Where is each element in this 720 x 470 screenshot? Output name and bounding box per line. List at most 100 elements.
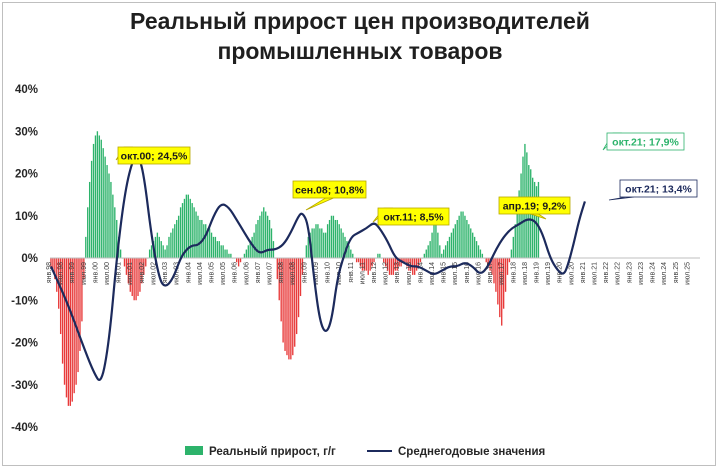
bar [324,232,327,258]
average-line [49,155,586,381]
bar [355,258,358,263]
bar [205,224,207,258]
bar [216,241,219,258]
bar [125,258,128,275]
bar [249,241,251,258]
chart-title: Реальный прирост цен производителей пром… [0,6,720,66]
bar [239,258,242,263]
bar [317,224,319,258]
bar [168,236,170,258]
bar [162,245,164,258]
x-tick-label: июл.06 [243,262,250,285]
bar [439,245,441,258]
bar [396,258,398,271]
x-tick-label: янв.99 [69,262,76,283]
bar [119,249,122,258]
bar [373,258,375,263]
x-tick-label: янв.01 [116,262,123,283]
bar [516,207,518,258]
bar [504,258,507,292]
bar [383,258,385,263]
bar [487,258,489,267]
bar [462,211,464,258]
bar [88,181,91,258]
x-tick-label: янв.09 [301,262,308,283]
bar [193,207,195,258]
x-tick-label: янв.13 [394,262,401,283]
bar [56,258,58,292]
bar [379,253,381,258]
x-tick-label: янв.08 [278,262,285,283]
bar [508,258,511,263]
x-tick-label: янв.21 [580,262,587,283]
bar [282,258,284,343]
bar [156,232,159,258]
bar [332,215,335,258]
bar [183,198,186,258]
bar [137,258,139,297]
bar [402,258,404,263]
y-tick-label: -10% [11,295,38,307]
bar [425,249,427,258]
bar [185,194,188,258]
bar [222,245,224,258]
bar [65,258,68,398]
legend-line-label: Среднегодовые значения [398,446,545,458]
bar [466,219,468,258]
bar [212,236,215,258]
bar [75,258,77,385]
bar [340,228,342,258]
bar [444,245,447,258]
y-tick-label: 40% [15,84,38,96]
annotation-box [117,146,191,165]
legend-bar-swatch [185,446,203,455]
bar [499,258,501,318]
x-tick-label: янв.06 [232,262,239,283]
bar [286,258,288,356]
y-tick-label: -20% [11,338,38,350]
bar [154,236,157,258]
annotation-pointer [608,196,635,201]
bar [493,258,495,284]
bar [102,148,104,258]
x-tick-label: янв.15 [441,262,448,283]
bar [417,258,420,267]
x-tick-label: янв.04 [185,262,192,283]
bar [210,232,213,258]
bar [110,181,112,258]
bar [328,219,331,258]
bar [143,258,145,275]
x-tick-label: июл.22 [615,262,622,285]
bar [442,249,445,258]
x-tick-label: янв.12 [371,262,378,283]
bar [398,258,400,267]
x-tick-label: янв.19 [533,262,540,283]
x-tick-label: янв.07 [255,262,262,283]
bar [520,173,522,258]
bar [512,236,514,258]
x-tick-label: июл.12 [383,262,390,285]
bar [50,258,52,267]
bar [454,224,456,258]
bar [427,245,429,258]
bar [284,258,286,351]
bar [94,135,97,258]
bar [497,258,499,305]
annotation-box [377,207,450,226]
x-tick-label: янв.05 [208,262,215,283]
bar [431,232,433,258]
bar [172,228,174,258]
bar [429,241,431,258]
bar [81,258,83,322]
bar [294,258,296,347]
x-tick-label: июл.13 [406,262,413,285]
annotation-label: окт.11; 8,5% [383,212,444,224]
bar [392,258,395,275]
y-tick-label: 0% [21,253,38,265]
annotation-label: окт.21; 17,9% [612,137,679,149]
bar [297,258,300,318]
bar [319,228,321,258]
bar [230,253,232,258]
bar [433,224,435,258]
bar [195,211,197,258]
